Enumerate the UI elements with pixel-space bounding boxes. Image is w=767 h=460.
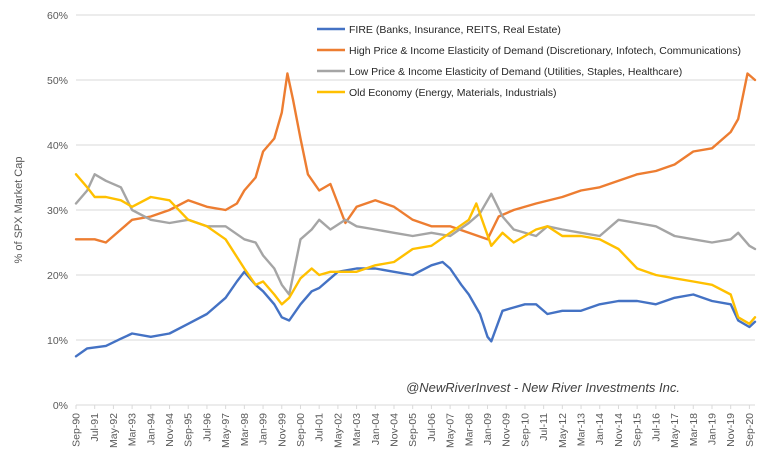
x-tick-label: Mar-13 xyxy=(576,413,588,446)
x-tick-label: Jan-09 xyxy=(482,413,494,445)
x-tick-label: Jan-99 xyxy=(258,413,270,445)
legend: FIRE (Banks, Insurance, REITS, Real Esta… xyxy=(317,24,741,99)
series-line xyxy=(74,173,757,325)
x-tick-label: Sep-90 xyxy=(71,413,83,447)
legend-item-label: High Price & Income Elasticity of Demand… xyxy=(349,45,741,57)
series-lines xyxy=(74,72,757,358)
x-tick-label: Jul-01 xyxy=(314,413,326,442)
x-tick-label: Jan-04 xyxy=(370,413,382,445)
x-tick-label: Sep-10 xyxy=(519,413,531,447)
x-tick-label: Mar-03 xyxy=(351,413,363,446)
x-tick-label: Jul-16 xyxy=(650,413,662,442)
y-tick-label: 60% xyxy=(47,10,68,22)
x-tick-label: May-12 xyxy=(557,413,569,448)
x-tick-label: Jul-06 xyxy=(426,413,438,442)
x-tick-label: Sep-15 xyxy=(632,413,644,447)
annotation-text: @NewRiverInvest - New River Investments … xyxy=(406,380,680,395)
y-tick-label: 40% xyxy=(47,140,68,152)
y-tick-label: 30% xyxy=(47,205,68,217)
legend-item-label: Low Price & Income Elasticity of Demand … xyxy=(349,66,682,78)
x-tick-label: May-07 xyxy=(445,413,457,448)
x-tick-label: May-97 xyxy=(220,413,232,448)
x-tick-label: May-92 xyxy=(108,413,120,448)
x-tick-label: Jan-19 xyxy=(706,413,718,445)
y-tick-label: 20% xyxy=(47,270,68,282)
x-tick-label: Mar-98 xyxy=(239,413,251,446)
x-tick-label: Sep-05 xyxy=(407,413,419,447)
x-tick-label: Jul-91 xyxy=(89,413,101,442)
y-axis-label: % of SPX Market Cap xyxy=(13,157,25,264)
legend-item-label: FIRE (Banks, Insurance, REITS, Real Esta… xyxy=(349,24,561,36)
y-axis-ticks: 0% 10% 20% 30% 40% 50% 60% xyxy=(47,10,68,412)
x-tick-label: Nov-19 xyxy=(725,413,737,447)
x-tick-label: Sep-00 xyxy=(295,413,307,447)
x-tick-label: Mar-08 xyxy=(463,413,475,446)
x-tick-label: Sep-95 xyxy=(183,413,195,447)
y-tick-label: 50% xyxy=(47,75,68,87)
x-tick-label: Nov-99 xyxy=(276,413,288,447)
series-line xyxy=(74,173,757,296)
x-axis-ticks: Sep-90 Jul-91 May-92 Mar-93 Jan-94 Nov-94 Sep-… xyxy=(71,405,756,448)
y-tick-label: 10% xyxy=(47,335,68,347)
series-line xyxy=(74,260,757,358)
x-tick-label: Jan-94 xyxy=(145,413,157,445)
x-tick-label: Nov-94 xyxy=(164,413,176,447)
x-tick-label: Mar-93 xyxy=(127,413,139,446)
y-tick-label: 0% xyxy=(53,400,68,412)
x-tick-label: Nov-04 xyxy=(388,413,400,447)
x-tick-label: Jul-96 xyxy=(201,413,213,442)
legend-item-label: Old Economy (Energy, Materials, Industri… xyxy=(349,87,557,99)
x-tick-label: May-17 xyxy=(669,413,681,448)
gridlines xyxy=(76,14,755,406)
x-tick-label: Jan-14 xyxy=(594,413,606,445)
x-tick-label: Nov-09 xyxy=(501,413,513,447)
x-tick-label: Nov-14 xyxy=(613,413,625,447)
x-tick-label: May-02 xyxy=(332,413,344,448)
x-tick-label: Mar-18 xyxy=(688,413,700,446)
x-tick-label: Jul-11 xyxy=(538,413,550,441)
x-tick-label: Sep-20 xyxy=(744,413,756,447)
series-line xyxy=(74,72,757,244)
